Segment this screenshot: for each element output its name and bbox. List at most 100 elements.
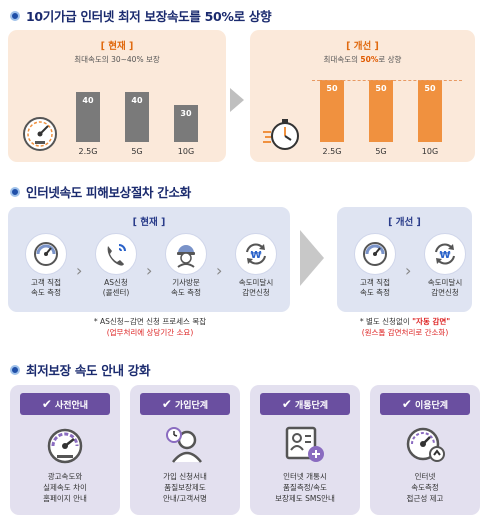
section1-title: 10기가급 인터넷 최저 보장속도를 50%로 상향 [10, 6, 272, 25]
current-bar-value: 40 [82, 96, 94, 105]
improved-step-label: 속도미달시 감면신청 [427, 278, 463, 297]
guidance-card-tab: ✔ 이용단계 [380, 393, 470, 415]
section2-arrow-icon [300, 230, 324, 286]
speedometer-icon [22, 116, 58, 152]
current-step-label: AS신청 (콜센터) [102, 278, 130, 297]
guidance-card-text: 가입 신청서내 품질보장제도 안내/고객서명 [163, 472, 207, 503]
technician-icon [165, 233, 207, 275]
guidance-card-tab-label: 사전안내 [54, 400, 89, 411]
chevron-right-icon: › [405, 261, 412, 280]
current-bar-chart: 40 2.5G 40 5G 30 10G [68, 70, 218, 160]
current-process-panel: [ 현재 ] 고객 직접 속도 측정 › AS신청 (콜센터) › 기사방문 속도 측정… [8, 207, 290, 312]
current-process-label: [ 현재 ] [132, 217, 166, 228]
improved-bar-fill: 50 [369, 80, 393, 142]
check-icon: ✔ [401, 397, 412, 411]
improved-bar-category: 5G [375, 147, 387, 156]
current-bar: 30 [174, 105, 198, 142]
improved-bar-fill: 50 [320, 80, 344, 142]
guidance-card-text: 광고속도와 실제속도 차이 홈페이지 안내 [43, 472, 87, 503]
current-step: ₩ 속도미달시 감면신청 [226, 233, 286, 298]
current-bar-value: 40 [131, 96, 143, 105]
current-step: AS신청 (콜센터) [86, 233, 146, 298]
section3-title: 최저보장 속도 안내 강화 [10, 360, 150, 379]
won-refresh-icon: ₩ [424, 233, 466, 275]
improved-bar-value: 50 [424, 84, 436, 93]
improved-bar: 50 [418, 80, 442, 142]
current-bar-fill: 40 [76, 92, 100, 142]
section2-title-text: 인터넷속도 피해보상절차 간소화 [26, 185, 191, 200]
guidance-card-tab: ✔ 사전안내 [20, 393, 110, 415]
improved-bar: 50 [369, 80, 393, 142]
chevron-right-icon: › [76, 261, 83, 280]
current-step-label: 고객 직접 속도 측정 [31, 278, 61, 297]
phone-call-icon [95, 233, 137, 275]
current-subtitle: 최대속도의 30~40% 보장 [74, 55, 160, 64]
guidance-card-text: 인터넷 개통시 품질측정/속도 보장제도 SMS안내 [275, 472, 335, 503]
current-bar-value: 30 [180, 109, 192, 118]
improved-bar: 50 [320, 80, 344, 142]
user-clock-icon [161, 422, 209, 466]
improved-step-label: 고객 직접 속도 측정 [360, 278, 390, 297]
guidance-card-text: 인터넷 속도측정 접근성 제고 [406, 472, 444, 503]
speedometer-icon [354, 233, 396, 275]
guidance-card-tab-label: 이용단계 [414, 400, 449, 411]
section1-arrow-icon [230, 88, 244, 112]
improved-process-note: * 별도 신청없이 "자동 감면" (원스톱 감면처리로 간소화) [359, 317, 451, 337]
current-bar-category: 5G [131, 147, 143, 156]
current-bar-category: 2.5G [78, 147, 98, 156]
current-bar: 40 [76, 92, 100, 142]
guidance-card-tab: ✔ 개통단계 [260, 393, 350, 415]
check-icon: ✔ [281, 397, 292, 411]
svg-text:₩: ₩ [250, 250, 261, 261]
improved-target-line [312, 80, 462, 81]
bullet-icon [10, 186, 20, 197]
check-icon: ✔ [161, 397, 172, 411]
stopwatch-icon [262, 116, 300, 152]
current-step: 고객 직접 속도 측정 [16, 233, 76, 298]
section1-title-text: 10기가급 인터넷 최저 보장속도를 50%로 상향 [26, 9, 272, 24]
improved-bar-category: 2.5G [322, 147, 342, 156]
section3-title-text: 최저보장 속도 안내 강화 [26, 363, 151, 378]
current-label: [ 현재 ] [100, 41, 134, 52]
gauge-up-icon [401, 422, 449, 466]
improved-subtitle: 최대속도의 50%로 상향 [323, 55, 402, 64]
current-bar-category: 10G [177, 147, 195, 156]
improved-step: ₩ 속도미달시 감면신청 [415, 233, 475, 298]
current-bar-fill: 30 [174, 105, 198, 142]
speedometer-icon [25, 233, 67, 275]
improved-bar-category: 10G [421, 147, 439, 156]
improved-bar-value: 50 [375, 84, 387, 93]
improved-bar-fill: 50 [418, 80, 442, 142]
section2-title: 인터넷속도 피해보상절차 간소화 [10, 182, 191, 201]
improved-step: 고객 직접 속도 측정 [345, 233, 405, 298]
current-bar: 40 [125, 92, 149, 142]
current-step: 기사방문 속도 측정 [156, 233, 216, 298]
speed-gauge-icon [41, 422, 89, 466]
chevron-right-icon: › [146, 261, 153, 280]
improved-label: [ 개선 ] [346, 41, 379, 52]
current-speed-panel: [ 현재 ] 최대속도의 30~40% 보장 40 2.5G 40 5G 30 10G [8, 30, 226, 162]
current-bar-fill: 40 [125, 92, 149, 142]
current-step-label: 속도미달시 감면신청 [238, 278, 274, 297]
guidance-card-tab: ✔ 가입단계 [140, 393, 230, 415]
improved-process-label: [ 개선 ] [388, 217, 421, 228]
bullet-icon [10, 364, 20, 375]
guidance-card-tab-label: 개통단계 [294, 400, 329, 411]
current-step-label: 기사방문 속도 측정 [171, 278, 201, 297]
won-refresh-icon: ₩ [235, 233, 277, 275]
check-icon: ✔ [41, 397, 52, 411]
svg-text:₩: ₩ [439, 250, 450, 261]
bullet-icon [10, 10, 20, 21]
improved-bar-value: 50 [326, 84, 338, 93]
id-card-plus-icon [281, 422, 329, 466]
guidance-card-tab-label: 가입단계 [174, 400, 209, 411]
improved-bar-chart: 50 2.5G 50 5G 50 10G [312, 70, 467, 160]
improved-process-panel: [ 개선 ] 고객 직접 속도 측정 › ₩ 속도미달시 감면신청 [337, 207, 472, 312]
current-process-note: * AS신청~감면 신청 프로세스 복잡 (업무처리에 상당기간 소요) [93, 317, 207, 337]
chevron-right-icon: › [216, 261, 223, 280]
improved-speed-panel: [ 개선 ] 최대속도의 50%로 상향 50 2.5G 50 5G 50 10G [250, 30, 475, 162]
